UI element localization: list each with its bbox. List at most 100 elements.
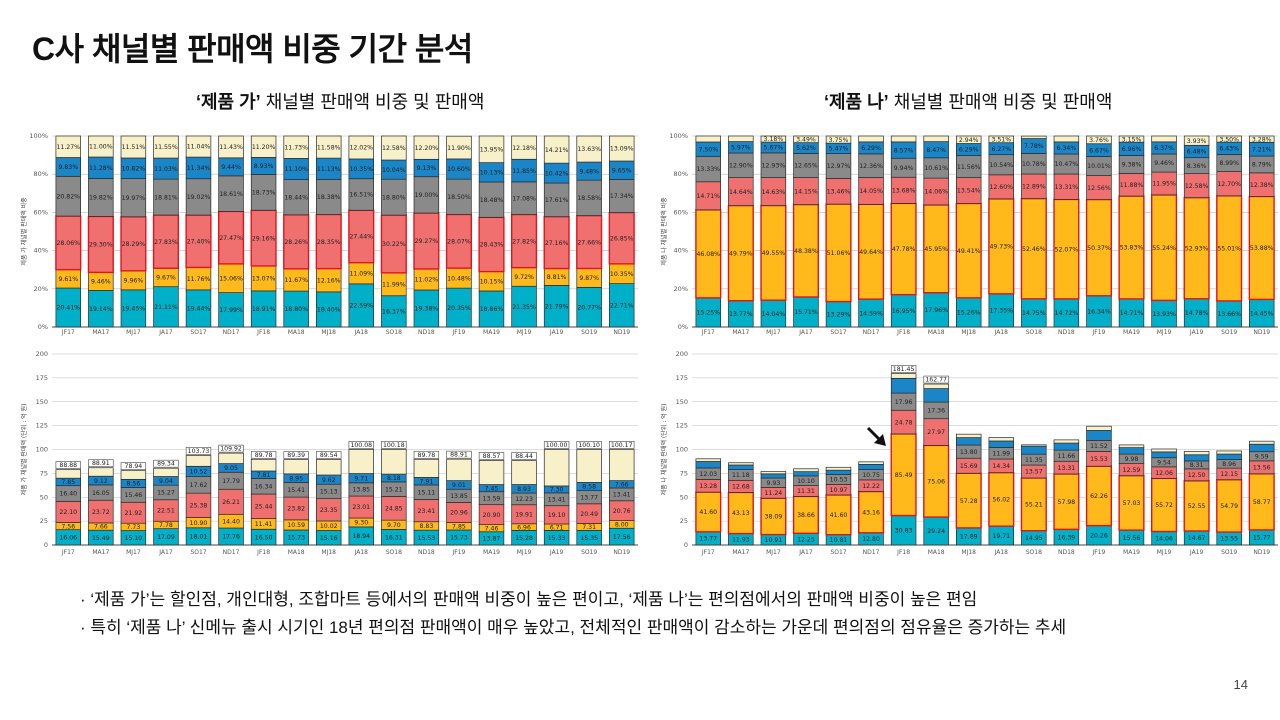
data-label: 7.66 <box>615 482 629 489</box>
bar-segment <box>825 135 852 144</box>
bar-segment <box>923 388 949 403</box>
data-label: 12.90% <box>729 163 753 170</box>
x-tick-label: JA17 <box>798 549 813 556</box>
bar-segment <box>923 135 949 142</box>
data-label: 52.46% <box>1022 246 1046 253</box>
x-tick-label: ND19 <box>1253 329 1270 336</box>
bar-segment <box>446 458 472 481</box>
data-label: 10.35% <box>349 166 373 173</box>
data-label: 18.86% <box>480 306 504 313</box>
data-label: 11.58% <box>317 144 341 151</box>
x-tick-label: JA18 <box>354 329 369 336</box>
bar-segment <box>1086 295 1112 328</box>
bar-segment <box>695 181 721 211</box>
data-label: 14.75% <box>1022 310 1046 317</box>
data-label: 8.00 <box>615 522 629 529</box>
bar-segment <box>250 135 277 158</box>
bar-segment <box>609 448 635 481</box>
x-tick-label: JF17 <box>701 329 715 336</box>
y-tick-label: 150 <box>676 398 688 406</box>
bar-segment <box>760 177 787 206</box>
data-label: 13.46% <box>827 188 851 195</box>
bar-segment <box>890 202 917 296</box>
x-tick-label: MJ18 <box>321 329 336 336</box>
data-label: 24.78 <box>895 419 913 426</box>
data-label: 9.38% <box>1122 162 1142 169</box>
total-label: 100.00 <box>546 442 568 449</box>
data-label: 9.04 <box>159 478 173 485</box>
panel-title-b-product: ‘제품 나’ <box>824 92 889 112</box>
data-label: 15.69 <box>960 463 978 470</box>
data-label: 17.34% <box>610 193 634 200</box>
data-label: 14.64% <box>729 189 753 196</box>
data-label: 13.29% <box>827 312 851 319</box>
data-label: 14.34 <box>992 463 1010 470</box>
data-label: 19.00% <box>415 192 439 199</box>
bar-segment <box>88 467 114 477</box>
bar-segment <box>728 152 754 178</box>
data-label: 49.41% <box>957 248 981 255</box>
data-label: 9.12 <box>94 478 108 485</box>
data-label: 11.52 <box>1090 443 1108 450</box>
data-label: 12.03 <box>699 471 717 478</box>
data-label: 52.93% <box>1185 245 1209 252</box>
data-label: 9.46% <box>91 279 111 286</box>
data-label: 20.26 <box>1090 533 1108 540</box>
total-label-box <box>381 441 407 449</box>
bar-segment <box>923 204 950 294</box>
bar-segment <box>543 135 570 164</box>
data-label: 18.40% <box>317 307 341 314</box>
bar-segment <box>1151 135 1177 143</box>
y-tick-label: 20% <box>674 285 688 293</box>
bar-segment <box>1118 444 1145 448</box>
data-label: 5.67% <box>764 145 784 152</box>
data-label: 22.59% <box>349 303 373 310</box>
bar-segment <box>1183 480 1210 532</box>
y-tick-label: 100 <box>676 446 688 454</box>
bar-segment <box>120 470 147 480</box>
data-label: 7.78% <box>1024 143 1044 150</box>
data-label: 6.96% <box>1122 146 1142 153</box>
data-label: 3.15% <box>1122 136 1142 143</box>
chart-b-amount: 0 25 50 75 100 125 150 175 200 제품 나 채널별 판매액 (단위 :… <box>656 348 1280 560</box>
data-label: 49.64% <box>859 249 883 256</box>
bar-segment <box>609 179 635 213</box>
y-tick-label: 40% <box>674 247 688 255</box>
data-label: 18.38% <box>317 194 341 201</box>
x-tick-label: ND18 <box>418 329 435 336</box>
x-tick-label: JA17 <box>798 329 813 336</box>
data-label: 21.92 <box>125 510 143 517</box>
data-label: 7.85 <box>61 479 75 486</box>
data-label: 3.93% <box>1187 138 1207 145</box>
bar-segment <box>890 135 917 143</box>
data-label: 28.26% <box>284 239 308 246</box>
data-label: 21.35% <box>512 304 536 311</box>
bar-segment <box>793 135 819 144</box>
x-tick-label: MJ19 <box>517 329 532 336</box>
panel-title-b-rest: 채널별 판매액 비중 및 판매액 <box>888 92 1113 112</box>
data-label: 17.35% <box>989 308 1013 315</box>
bar-segment <box>695 155 721 183</box>
data-label: 20.41% <box>56 305 80 312</box>
data-label: 9.87% <box>579 275 599 282</box>
total-label-box <box>88 459 114 468</box>
x-tick-label: MA18 <box>928 549 945 556</box>
x-tick-label: MA17 <box>732 549 749 556</box>
bar-segment <box>1183 135 1210 146</box>
data-label: 28.43% <box>480 242 504 249</box>
data-label: 18.81% <box>154 194 178 201</box>
data-label: 12.36% <box>859 163 883 170</box>
data-label: 11.73% <box>284 144 308 151</box>
data-label: 10.97 <box>830 487 848 494</box>
data-label: 17.08% <box>512 195 536 202</box>
bar-segment <box>1020 477 1047 532</box>
data-label: 3.18% <box>764 136 784 143</box>
data-label: 3.49% <box>796 137 816 144</box>
data-label: 11.35 <box>1025 457 1043 464</box>
data-label: 11.10% <box>284 166 308 173</box>
chart-a-share-svg: 0% 20% 40% 60% 80% 100% 제품 가 채널별 판매액 비중 20.41% 9… <box>20 132 638 336</box>
bar-segment <box>858 135 884 143</box>
data-label: 11.18 <box>732 472 750 479</box>
data-label: 18.48% <box>480 197 504 204</box>
data-label: 13.41 <box>548 497 566 504</box>
